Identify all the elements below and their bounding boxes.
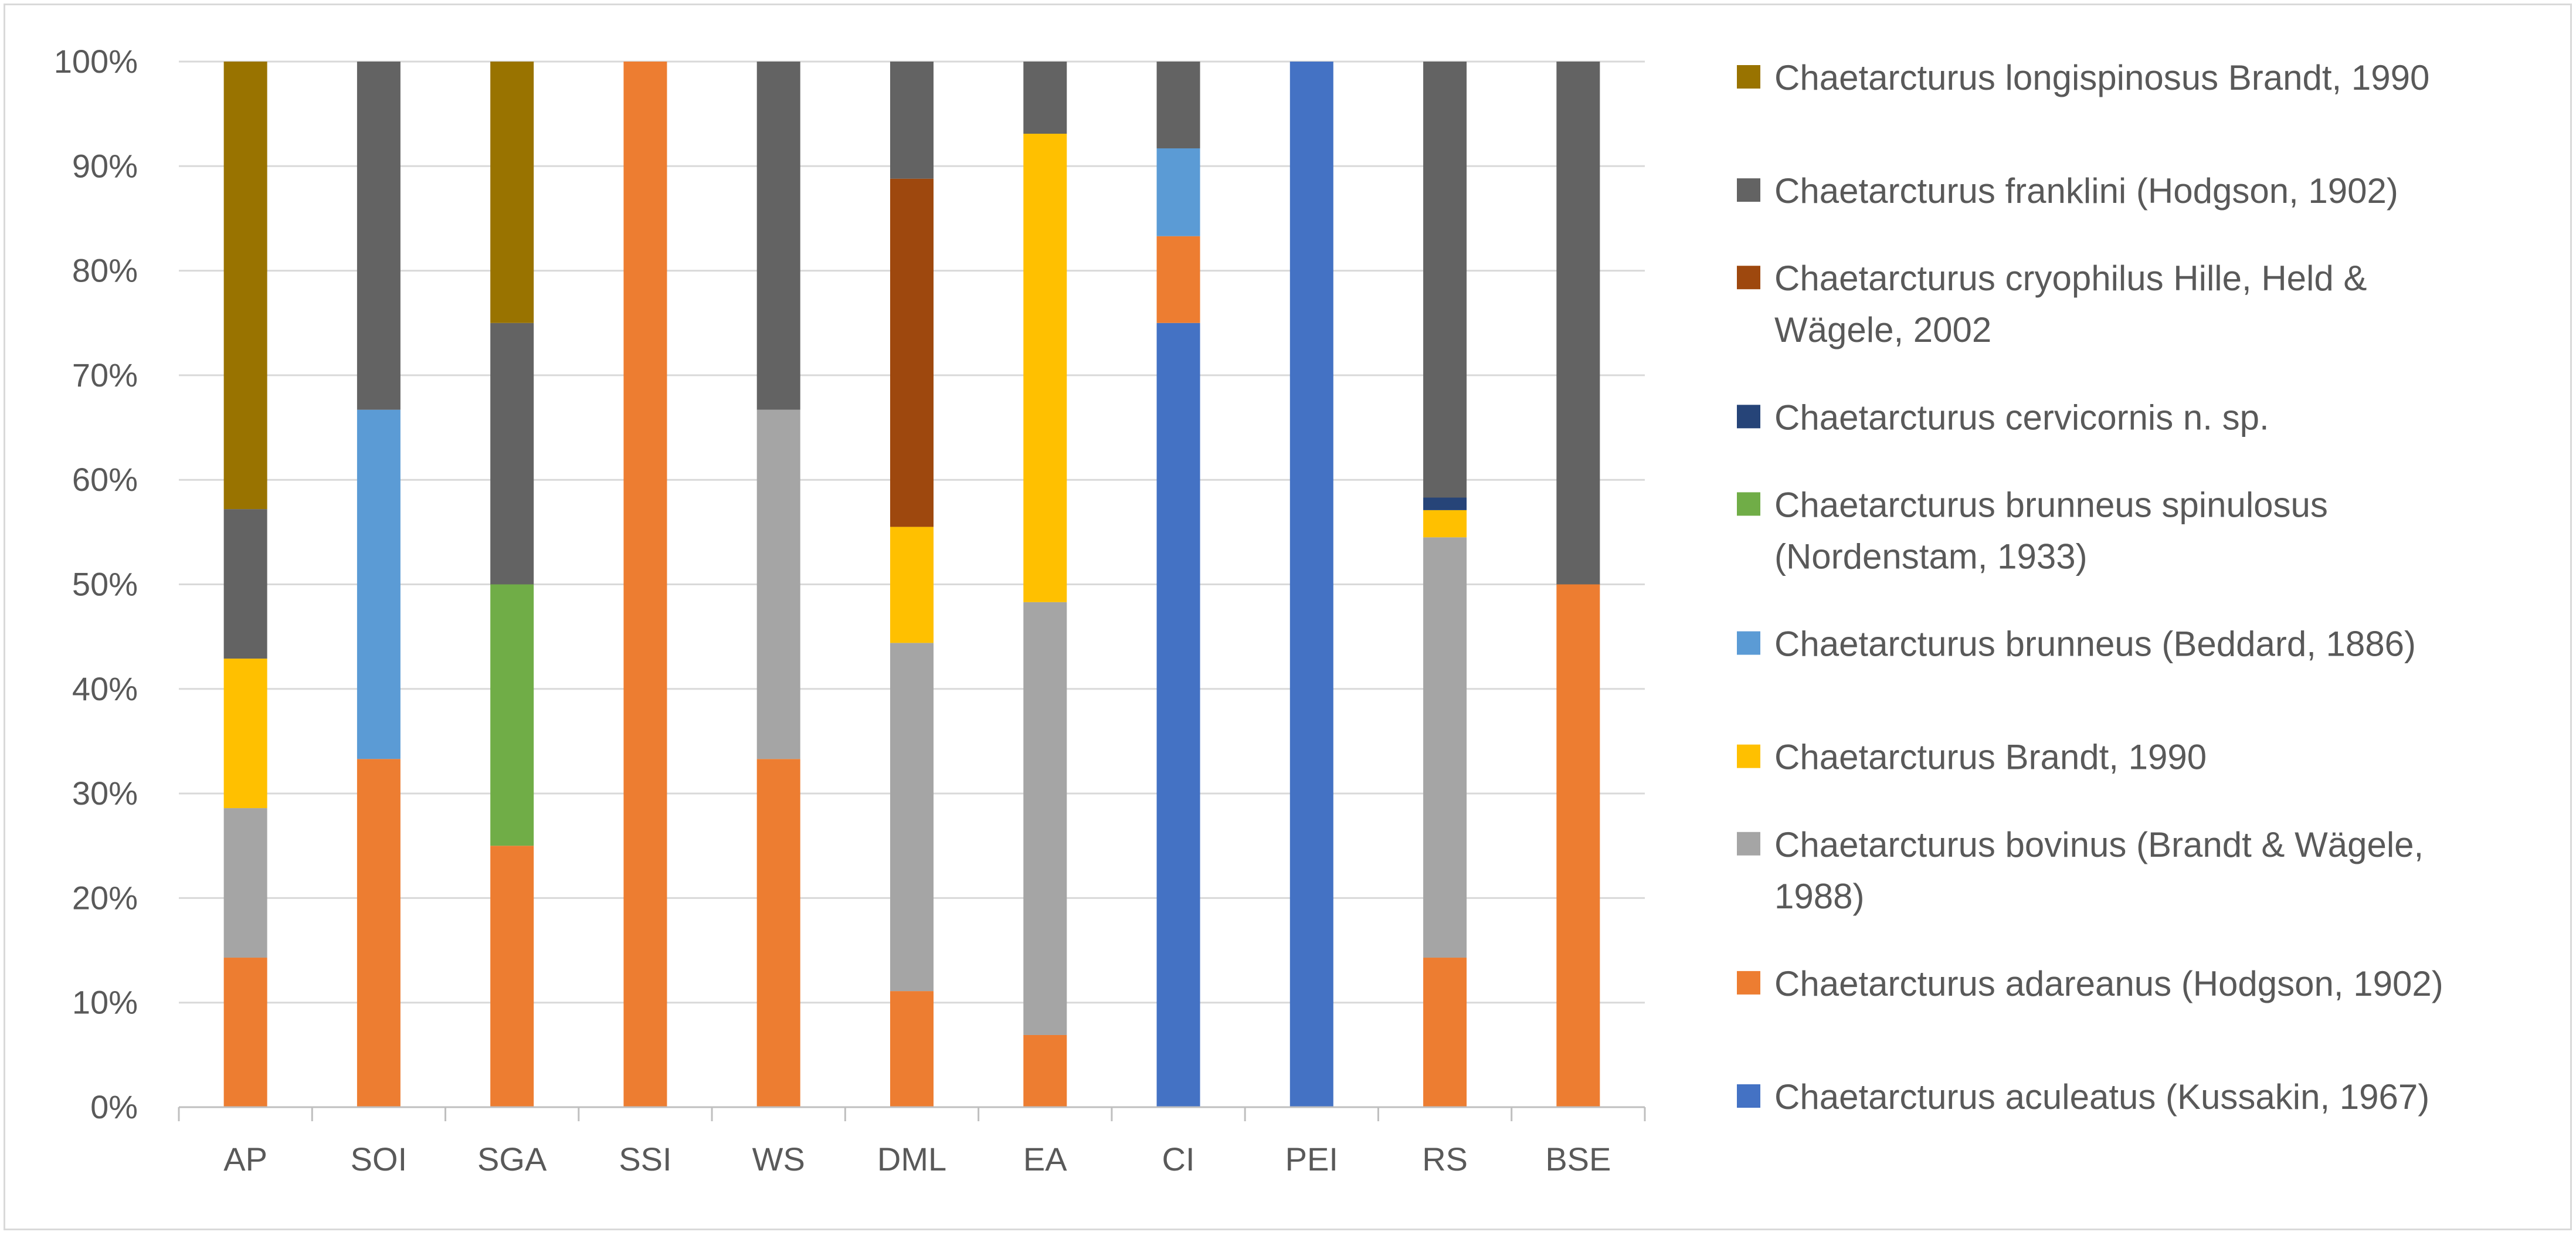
legend-label: Chaetarcturus adareanus (Hodgson, 1902) — [1774, 964, 2443, 1003]
bar-segment — [756, 409, 800, 759]
bar-segment — [1423, 497, 1467, 510]
bar-segment — [1556, 584, 1600, 1107]
legend-label: (Nordenstam, 1933) — [1774, 537, 2088, 576]
legend-swatch — [1737, 832, 1760, 856]
bar-segment — [890, 62, 934, 179]
legend-swatch — [1737, 178, 1760, 202]
bar-segment — [223, 958, 267, 1107]
bar-segment — [357, 759, 401, 1107]
y-tick-label: 0% — [90, 1088, 138, 1125]
bar-segment — [223, 659, 267, 809]
bar-segment — [223, 62, 267, 510]
x-tick-label: RS — [1422, 1141, 1468, 1178]
y-tick-label: 50% — [72, 566, 138, 603]
x-tick-label: BSE — [1545, 1141, 1611, 1178]
legend-swatch — [1737, 65, 1760, 89]
bar-segment — [1289, 62, 1333, 1107]
bar-segment — [490, 584, 534, 846]
bar-segment — [490, 846, 534, 1107]
bar-segment — [756, 62, 800, 410]
bar-segment — [1423, 510, 1467, 538]
legend-swatch — [1737, 744, 1760, 768]
legend-label: Wägele, 2002 — [1774, 310, 1991, 350]
y-tick-label: 100% — [54, 43, 138, 80]
x-axis-ticks: AP SOI SGA SSI WS DML EA CI PEI RS BSE — [223, 1141, 1611, 1178]
bar-segment — [1156, 62, 1200, 148]
bar-segment — [1156, 323, 1200, 1107]
x-tick-label: DML — [877, 1141, 946, 1178]
legend-label: 1988) — [1774, 877, 1864, 916]
y-tick-label: 80% — [72, 252, 138, 289]
legend-swatch — [1737, 971, 1760, 995]
bar-segment — [890, 643, 934, 992]
bar-segment — [1023, 62, 1067, 134]
bar-segment — [490, 323, 534, 585]
legend-label: Chaetarcturus Brandt, 1990 — [1774, 738, 2207, 777]
legend-swatch — [1737, 492, 1760, 516]
x-tick-label: SSI — [619, 1141, 671, 1178]
bar-segment — [1023, 134, 1067, 602]
y-tick-label: 20% — [72, 879, 138, 916]
bar-segment — [623, 62, 667, 1107]
legend-swatch — [1737, 266, 1760, 290]
bar-segment — [1556, 62, 1600, 585]
x-tick-label: PEI — [1285, 1141, 1338, 1178]
bar-segment — [1423, 62, 1467, 498]
x-axis — [178, 1106, 1646, 1121]
bar-segment — [1156, 236, 1200, 323]
y-tick-label: 70% — [72, 357, 138, 393]
legend-label: Chaetarcturus cervicornis n. sp. — [1774, 398, 2269, 437]
bar-segment — [490, 62, 534, 323]
y-tick-label: 60% — [72, 461, 138, 498]
legend-swatch — [1737, 1084, 1760, 1108]
legend-swatch — [1737, 405, 1760, 429]
legend-label: Chaetarcturus franklini (Hodgson, 1902) — [1774, 171, 2398, 211]
x-tick-label: CI — [1162, 1141, 1195, 1178]
bar-segment — [1023, 602, 1067, 1035]
legend-swatch — [1737, 631, 1760, 655]
bar-segment — [223, 808, 267, 958]
chart-frame — [4, 4, 2572, 1230]
legend-label: Chaetarcturus bovinus (Brandt & Wägele, — [1774, 825, 2424, 864]
legend-label: Chaetarcturus brunneus (Beddard, 1886) — [1774, 625, 2416, 664]
legend: Chaetarcturus longispinosus Brandt, 1990… — [1737, 58, 2443, 1117]
x-tick-label: EA — [1023, 1141, 1067, 1178]
y-tick-label: 40% — [72, 670, 138, 707]
bar-segment — [890, 991, 934, 1107]
bar-segment — [1423, 958, 1467, 1107]
bars — [223, 62, 1600, 1107]
legend-label: Chaetarcturus brunneus spinulosus — [1774, 485, 2328, 524]
bar-segment — [890, 527, 934, 643]
y-axis-ticks: 0% 10% 20% 30% 40% 50% 60% 70% 80% 90% 100% — [54, 43, 138, 1125]
x-tick-label: SGA — [477, 1141, 547, 1178]
bar-segment — [1023, 1034, 1067, 1107]
bar-segment — [756, 759, 800, 1107]
bar-segment — [357, 62, 401, 410]
bar-segment — [223, 509, 267, 659]
legend-label: Chaetarcturus longispinosus Brandt, 1990 — [1774, 58, 2429, 97]
x-tick-label: AP — [223, 1141, 267, 1178]
bar-segment — [1156, 148, 1200, 236]
bar-segment — [1423, 537, 1467, 958]
bar-segment — [357, 409, 401, 759]
bar-segment — [890, 178, 934, 527]
legend-label: Chaetarcturus aculeatus (Kussakin, 1967) — [1774, 1077, 2429, 1117]
y-tick-label: 90% — [72, 147, 138, 184]
y-tick-label: 30% — [72, 775, 138, 812]
x-tick-label: WS — [752, 1141, 805, 1178]
legend-label: Chaetarcturus cryophilus Hille, Held & — [1774, 259, 2367, 298]
y-tick-label: 10% — [72, 984, 138, 1021]
x-tick-label: SOI — [351, 1141, 407, 1178]
